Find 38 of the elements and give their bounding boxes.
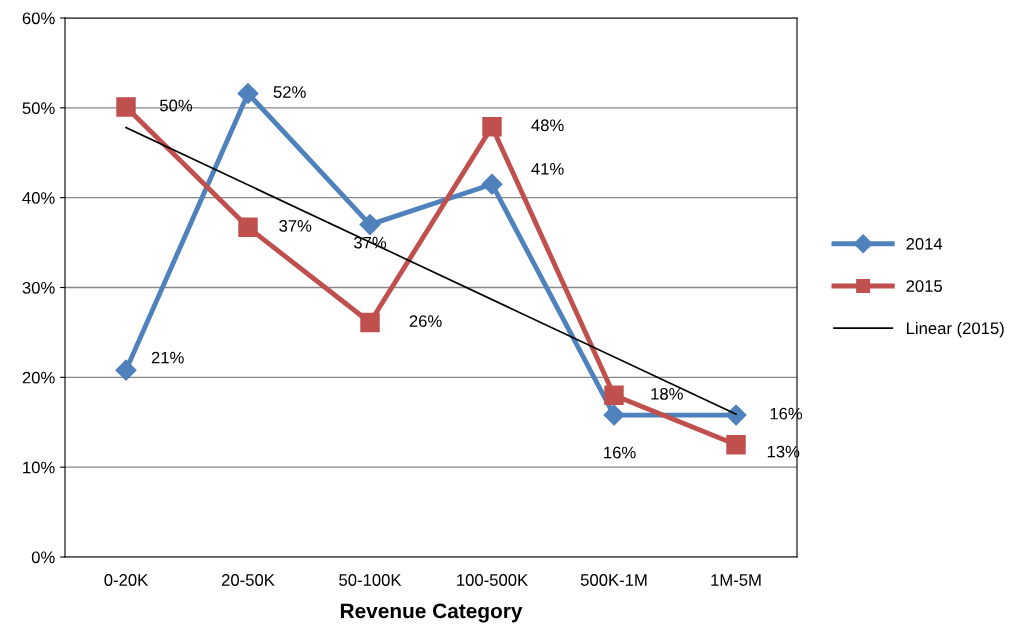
point <box>116 97 136 117</box>
data-label: 41% <box>531 163 564 175</box>
x-axis-title: Revenue Category <box>340 603 523 623</box>
x-tick-label: 0-20K <box>104 574 149 586</box>
point <box>237 82 259 104</box>
data-label: 48% <box>531 119 564 132</box>
data-label: 21% <box>151 351 184 364</box>
point <box>603 404 625 426</box>
y-tick-label: 0% <box>31 551 55 564</box>
legend-label: Linear (2015) <box>906 321 1004 338</box>
data-label: 26% <box>409 315 442 328</box>
x-tick-label: 500K-1M <box>580 574 647 586</box>
y-tick-label: 10% <box>23 461 55 474</box>
data-label: 16% <box>604 446 636 459</box>
point <box>360 312 380 333</box>
y-tick-label: 40% <box>22 192 55 204</box>
point <box>726 434 746 455</box>
legend-label: 2014 <box>906 237 943 250</box>
point <box>725 404 747 426</box>
x-tick-label: 100-500K <box>457 574 528 586</box>
y-tick-label: 60% <box>22 12 55 25</box>
x-tick-label: 50-100K <box>339 574 402 586</box>
point <box>482 116 502 137</box>
point <box>238 217 258 238</box>
data-label: 18% <box>651 387 683 400</box>
y-tick-label: 20% <box>22 371 55 384</box>
point <box>481 173 503 195</box>
x-tick-label: 20-50K <box>221 574 275 586</box>
y-tick-label: 50% <box>22 102 55 115</box>
x-tick-label: 1M-5M <box>711 574 761 586</box>
point <box>115 359 137 381</box>
data-label: 52% <box>273 86 306 98</box>
data-label: 37% <box>279 219 312 232</box>
point <box>359 214 381 236</box>
data-label: 50% <box>160 99 193 112</box>
legend-label: 2015 <box>906 280 942 292</box>
point <box>604 385 624 406</box>
y-tick-label: 30% <box>22 281 55 294</box>
